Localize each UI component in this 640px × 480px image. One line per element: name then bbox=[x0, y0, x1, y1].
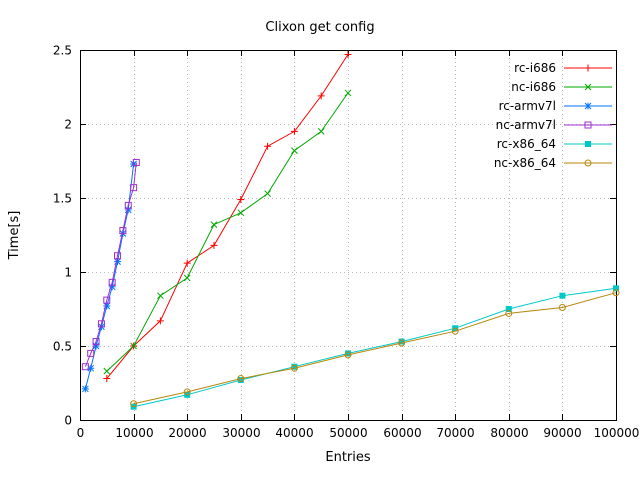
x-tick-label: 20000 bbox=[168, 426, 206, 440]
x-tick-label: 60000 bbox=[383, 426, 421, 440]
marker-plus bbox=[210, 241, 218, 249]
marker-plus bbox=[103, 375, 111, 383]
marker-cross bbox=[291, 147, 298, 154]
marker-circle-open bbox=[584, 159, 592, 167]
marker-plus bbox=[344, 50, 352, 58]
x-axis-label: Entries bbox=[325, 450, 371, 465]
marker-cross bbox=[157, 292, 164, 300]
x-tick-label: 100000 bbox=[594, 426, 640, 440]
chart-title: Clixon get config bbox=[265, 20, 375, 35]
marker-square-filled bbox=[505, 306, 512, 312]
marker-square-open bbox=[119, 227, 127, 235]
legend-label-nc-x86_64: nc-x86_64 bbox=[494, 156, 556, 170]
plot-border bbox=[80, 50, 617, 421]
marker-square-open bbox=[114, 252, 122, 260]
marker-plus bbox=[183, 259, 191, 267]
marker-plus bbox=[290, 127, 298, 135]
marker-circle-open bbox=[344, 351, 352, 359]
marker-square-filled bbox=[559, 292, 566, 299]
marker-circle-open bbox=[451, 327, 459, 335]
marker-cross bbox=[183, 274, 191, 282]
legend-label-rc-i686: rc-i686 bbox=[514, 61, 556, 75]
marker-square-open bbox=[81, 363, 89, 371]
x-tick-label: 0 bbox=[77, 426, 85, 440]
x-tick-label: 30000 bbox=[222, 426, 260, 440]
marker-square-open bbox=[103, 296, 111, 304]
y-tick-label: 1.5 bbox=[53, 192, 72, 206]
series-line-nc-x86_64 bbox=[133, 292, 617, 405]
marker-circle-open bbox=[505, 309, 513, 317]
marker-square-filled bbox=[398, 338, 405, 345]
marker-cross bbox=[210, 221, 218, 228]
marker-plus bbox=[156, 317, 164, 325]
series-line-rc-i686 bbox=[106, 54, 349, 379]
legend-label-rc-x86_64: rc-x86_64 bbox=[497, 137, 556, 151]
marker-plus bbox=[317, 92, 325, 100]
x-tick-label: 40000 bbox=[275, 426, 313, 440]
marker-circle-open bbox=[183, 388, 191, 396]
marker-cross bbox=[584, 83, 592, 91]
marker-circle-open bbox=[130, 400, 138, 408]
marker-square-open bbox=[92, 338, 100, 346]
marker-plus bbox=[237, 195, 245, 203]
legend-label-rc-armv7l: rc-armv7l bbox=[499, 99, 556, 113]
marker-square-filled bbox=[613, 285, 619, 292]
y-tick-label: 2 bbox=[64, 118, 72, 132]
marker-asterisk bbox=[82, 385, 89, 393]
marker-square-open bbox=[132, 158, 140, 166]
marker-cross bbox=[103, 367, 111, 375]
marker-square-open bbox=[97, 320, 105, 328]
x-tick-label: 70000 bbox=[436, 426, 474, 440]
marker-cross bbox=[264, 190, 271, 197]
y-tick-label: 2.5 bbox=[53, 44, 72, 58]
marker-circle-open bbox=[558, 304, 566, 312]
marker-circle-open bbox=[290, 364, 298, 372]
series-line-rc-armv7l bbox=[84, 163, 135, 390]
x-tick-label: 10000 bbox=[115, 426, 153, 440]
marker-square-open bbox=[108, 278, 116, 286]
series-line-rc-x86_64 bbox=[133, 287, 617, 408]
marker-square-open bbox=[584, 121, 592, 129]
marker-asterisk bbox=[124, 206, 132, 214]
marker-square-filled bbox=[345, 350, 351, 357]
x-tick-label: 50000 bbox=[329, 426, 367, 440]
legend-label-nc-i686: nc-i686 bbox=[511, 80, 556, 94]
marker-plus bbox=[264, 142, 272, 150]
x-tick-label: 90000 bbox=[543, 426, 581, 440]
y-tick-label: 0 bbox=[64, 414, 72, 428]
marker-circle-open bbox=[612, 289, 620, 297]
marker-cross bbox=[237, 209, 245, 217]
marker-plus bbox=[584, 64, 592, 72]
series-line-nc-armv7l bbox=[84, 162, 137, 367]
marker-square-open bbox=[124, 201, 132, 209]
marker-asterisk bbox=[584, 102, 592, 110]
marker-square-open bbox=[87, 349, 95, 357]
marker-square-filled bbox=[237, 377, 244, 384]
marker-asterisk bbox=[92, 342, 100, 350]
marker-cross bbox=[317, 128, 325, 135]
marker-square-filled bbox=[585, 141, 591, 147]
series-line-nc-i686 bbox=[106, 92, 349, 372]
marker-cross bbox=[130, 342, 137, 350]
legend-label-nc-armv7l: nc-armv7l bbox=[496, 118, 556, 132]
marker-circle-open bbox=[398, 339, 406, 347]
marker-square-open bbox=[130, 184, 138, 192]
marker-square-filled bbox=[291, 363, 298, 370]
y-tick-label: 1 bbox=[64, 266, 72, 280]
x-tick-label: 80000 bbox=[490, 426, 528, 440]
y-tick-label: 0.5 bbox=[53, 340, 72, 354]
marker-circle-open bbox=[237, 375, 245, 383]
marker-cross bbox=[344, 89, 352, 97]
